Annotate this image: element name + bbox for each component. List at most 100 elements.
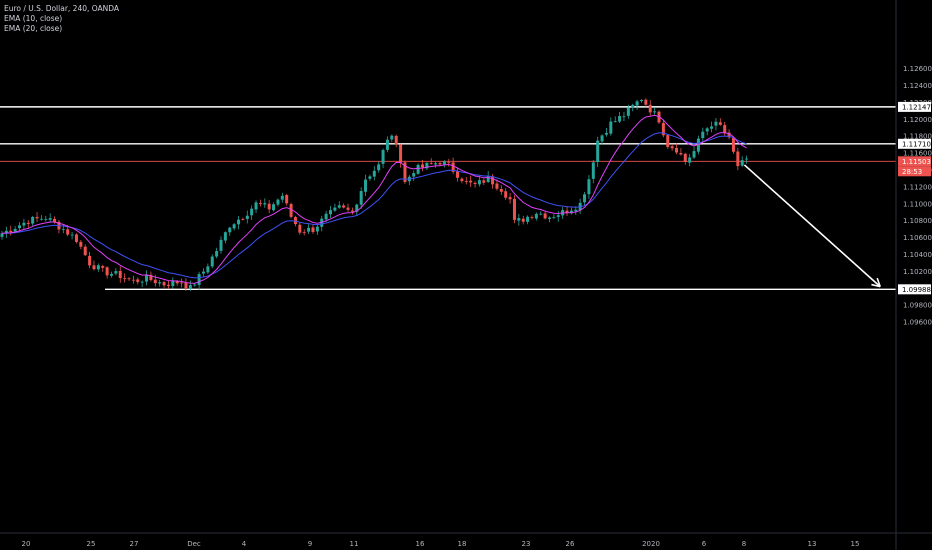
candle-10 [44, 215, 48, 222]
time-axis[interactable]: 20 25 27 Dec 4 9 11 16 18 23 26 2020 6 8 13 15 [22, 540, 860, 548]
arrow-shaft [743, 164, 881, 288]
candle-body [92, 265, 96, 270]
level-tag-1.12147-bg [898, 101, 931, 112]
candle-151 [661, 120, 665, 138]
candle-160 [701, 127, 705, 143]
candle-135 [591, 159, 595, 184]
candle-18 [79, 240, 83, 250]
candle-47 [206, 263, 210, 274]
candle-60 [263, 198, 267, 208]
candle-body [302, 232, 306, 233]
candle-26 [114, 268, 118, 276]
candle-body [118, 270, 122, 278]
candle-body [710, 126, 714, 129]
level-tag-1.09988-label: 1.09988 [902, 286, 931, 294]
candle-body [491, 176, 495, 185]
candle-body [495, 183, 499, 189]
candle-body [412, 173, 416, 177]
candle-body [333, 207, 337, 211]
candle-134 [587, 175, 591, 199]
candle-body [74, 234, 78, 242]
candle-85 [372, 166, 376, 181]
level-tag-1.09988-bg [898, 284, 931, 295]
candle-137 [600, 134, 604, 145]
candle-138 [604, 127, 608, 137]
candle-156 [683, 152, 687, 165]
candle-11 [48, 213, 52, 223]
candle-body [688, 157, 692, 163]
symbol-title[interactable]: Euro / U.S. Dollar, 240, OANDA [4, 4, 120, 13]
level-tag-1.11710-label: 1.11710 [902, 140, 931, 148]
candle-75 [329, 205, 332, 218]
candle-body [385, 139, 389, 150]
candle-body [675, 147, 679, 153]
candle-body [188, 285, 192, 289]
candle-body [145, 274, 149, 282]
candle-81 [355, 203, 359, 216]
candle-94 [412, 170, 416, 181]
candle-129 [565, 205, 569, 216]
candle-117 [512, 195, 516, 224]
candle-body [276, 199, 280, 205]
countdown-tag-label: 28:53 [902, 168, 922, 176]
candle-59 [258, 199, 262, 207]
candle-110 [482, 178, 486, 185]
candle-body [635, 101, 639, 106]
candle-body [460, 178, 464, 182]
candle-body [666, 135, 670, 148]
price-tick: 1.10800 [903, 217, 932, 225]
candle-body [346, 207, 350, 210]
time-tick: 25 [87, 540, 96, 548]
price-axis[interactable]: 1.126001.124001.122001.120001.118001.116… [903, 65, 932, 327]
candle-88 [385, 136, 389, 153]
candle-body [263, 203, 267, 205]
candle-body [280, 195, 284, 200]
candle-body [66, 229, 70, 235]
candle-155 [679, 148, 683, 156]
candle-158 [692, 146, 696, 160]
candle-51 [223, 231, 227, 244]
ema20-legend[interactable]: EMA (20, close) [4, 24, 63, 33]
time-tick: 16 [416, 540, 425, 548]
candle-body [534, 213, 538, 219]
candle-body [83, 246, 87, 256]
candle-body [740, 160, 744, 166]
level-tag-1.12147: 1.12147 [898, 101, 931, 112]
candle-body [201, 271, 205, 274]
current-price-tag-label: 1.11503 [902, 158, 931, 166]
candle-body [377, 164, 381, 171]
price-tick: 1.10600 [903, 234, 932, 242]
candle-body [512, 198, 516, 220]
candle-body [175, 281, 179, 284]
candle-95 [416, 163, 420, 175]
candle-body [298, 224, 302, 233]
candle-7 [31, 215, 35, 226]
candle-104 [456, 167, 460, 182]
candle-body [18, 225, 22, 229]
candle-body [420, 164, 424, 168]
candle-23 [101, 264, 105, 272]
ema10-legend[interactable]: EMA (10, close) [4, 14, 63, 23]
time-tick: 9 [308, 540, 312, 548]
candle-body [53, 218, 57, 223]
candle-body [600, 135, 604, 142]
candle-97 [425, 162, 429, 170]
candle-body [530, 217, 534, 219]
candle-124 [543, 211, 547, 220]
candle-body [631, 104, 635, 108]
candle-87 [381, 148, 385, 169]
candle-84 [368, 174, 372, 181]
candle-74 [324, 210, 328, 222]
candle-body [114, 271, 118, 274]
level-tag-1.11710-bg [898, 138, 931, 149]
price-tick: 1.12600 [903, 65, 932, 73]
candle-body [583, 194, 587, 203]
candle-101 [442, 160, 446, 168]
candle-123 [539, 211, 543, 216]
ema10-line [1, 114, 747, 284]
candle-body [670, 146, 674, 149]
candle-body [110, 273, 113, 276]
candle-34 [149, 271, 153, 282]
candle-5 [22, 218, 26, 230]
